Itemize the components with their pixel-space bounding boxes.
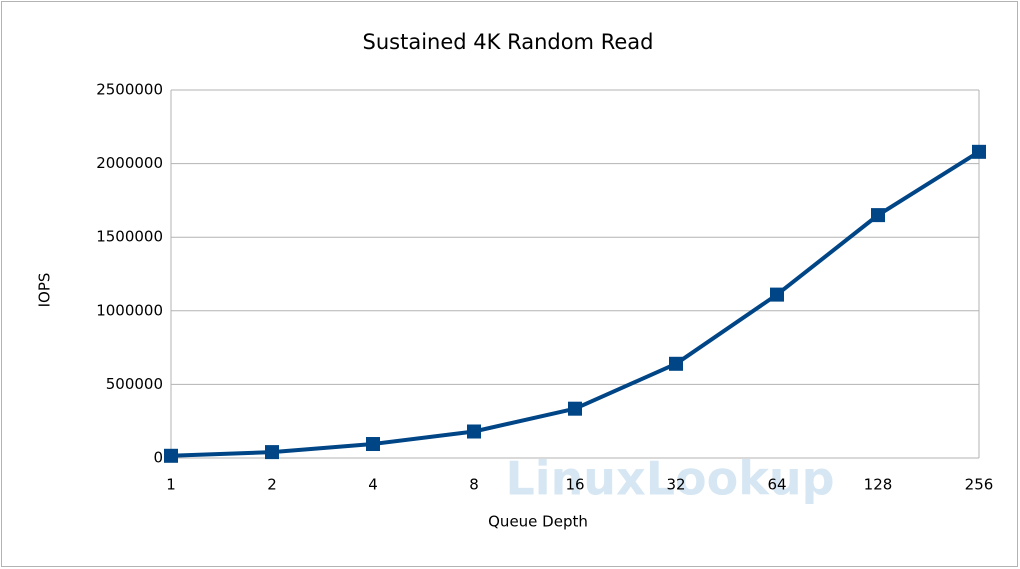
data-point xyxy=(871,208,885,223)
x-tick-label: 1 xyxy=(166,476,176,494)
x-tick-label: 256 xyxy=(965,476,994,494)
data-point xyxy=(467,424,481,439)
x-tick-label: 32 xyxy=(666,476,685,494)
x-tick-label: 128 xyxy=(864,476,893,494)
x-axis-label: Queue Depth xyxy=(488,513,588,531)
data-point xyxy=(770,287,784,302)
x-tick-label: 8 xyxy=(469,476,479,494)
x-tick-label: 64 xyxy=(767,476,786,494)
y-tick-label: 2500000 xyxy=(96,81,163,99)
x-tick-label: 4 xyxy=(368,476,378,494)
data-point xyxy=(164,448,178,463)
x-tick-label: 16 xyxy=(565,476,584,494)
y-tick-label: 2000000 xyxy=(96,154,163,172)
y-tick-label: 0 xyxy=(153,449,163,467)
y-tick-label: 1500000 xyxy=(96,228,163,246)
y-tick-label: 500000 xyxy=(106,375,163,393)
data-point xyxy=(366,437,380,452)
watermark: LinuxLookup xyxy=(505,452,834,506)
y-tick-label: 1000000 xyxy=(96,301,163,319)
data-point xyxy=(669,356,683,371)
y-axis-label: IOPS xyxy=(36,273,54,308)
data-point xyxy=(972,144,986,159)
data-point xyxy=(568,401,582,416)
chart-title: Sustained 4K Random Read xyxy=(363,30,654,54)
data-point xyxy=(265,445,279,460)
x-tick-label: 2 xyxy=(267,476,277,494)
